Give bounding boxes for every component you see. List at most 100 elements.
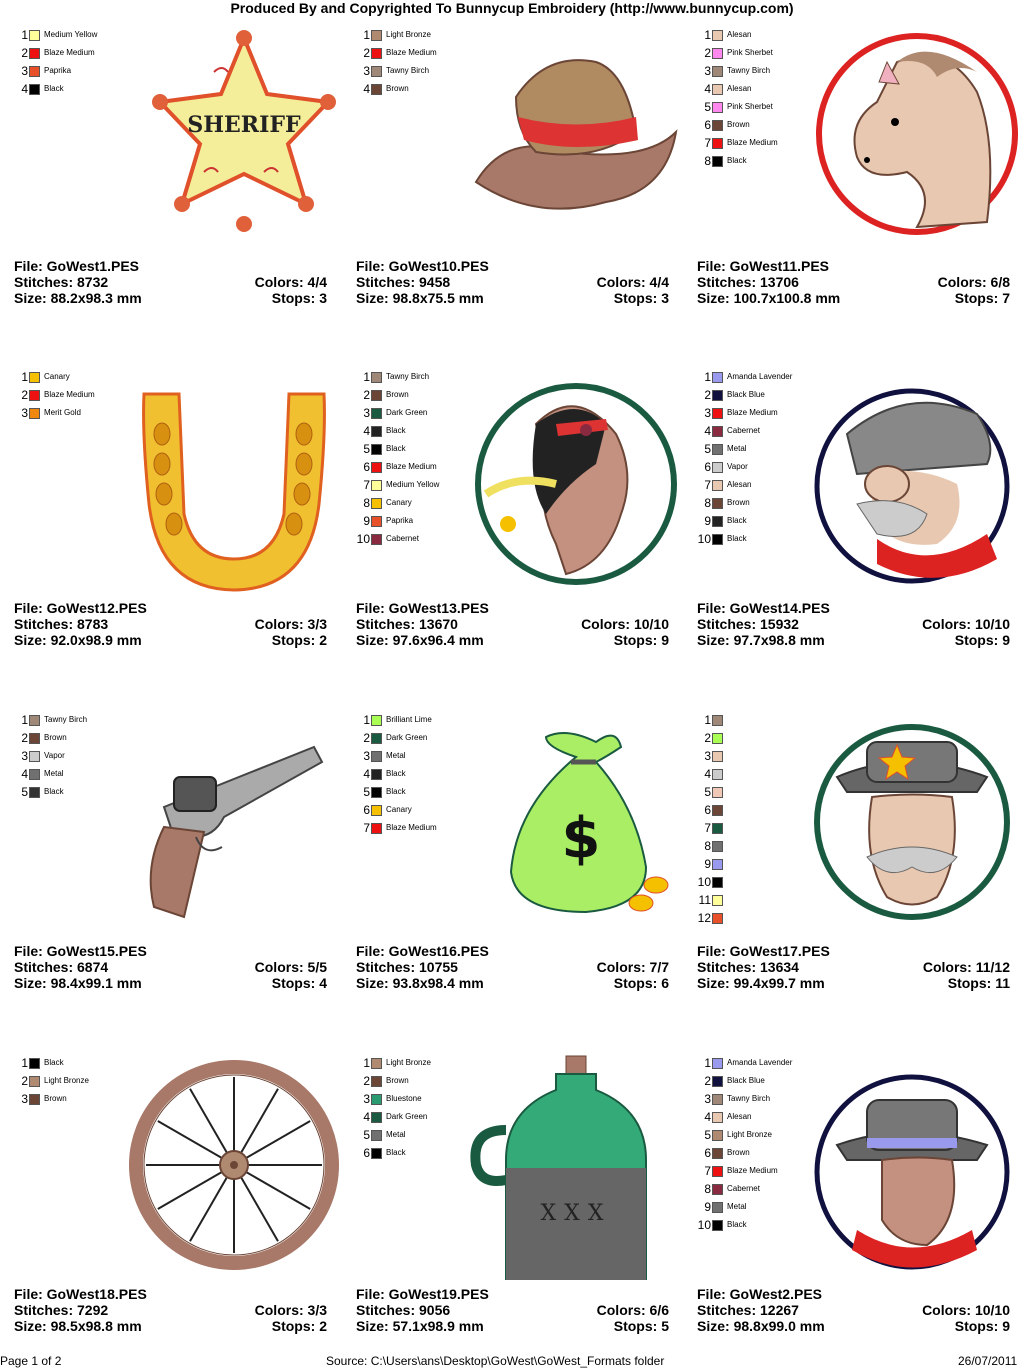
palette-number: 9 (363, 514, 370, 528)
color-name: Canary (386, 498, 412, 507)
color-swatch (371, 479, 382, 491)
palette-entry: 6 Brown (697, 1144, 792, 1162)
palette-entry: 1 Canary (14, 368, 95, 386)
palette-number: 2 (363, 388, 370, 402)
color-count: Colors: 3/3 (254, 1302, 327, 1318)
color-count: Colors: 3/3 (254, 616, 327, 632)
palette-entry: 2 Brown (14, 729, 87, 747)
color-swatch (371, 47, 382, 59)
palette-number: 2 (363, 46, 370, 60)
file-name: File: GoWest12.PES (14, 600, 147, 616)
stop-count: Stops: 9 (954, 1318, 1010, 1334)
palette-number: 9 (704, 514, 711, 528)
palette-entry: 5 Black (356, 783, 437, 801)
palette-number: 2 (704, 388, 711, 402)
palette-entry: 10 Black (697, 530, 792, 548)
stitch-count: Stitches: 6874 (14, 959, 109, 975)
palette-entry: 9 Paprika (356, 512, 439, 530)
color-count: Colors: 10/10 (922, 616, 1010, 632)
palette-number: 3 (363, 1092, 370, 1106)
palette-entry: 3 Blaze Medium (697, 404, 792, 422)
design-size: Size: 100.7x100.8 mm (697, 290, 841, 306)
palette-entry: 8 Black (697, 152, 778, 170)
badge-text: SHERIFF (187, 112, 301, 138)
palette-entry: 1 Tawny Birch (14, 711, 87, 729)
palette-number: 3 (21, 1092, 28, 1106)
color-name: Metal (727, 1202, 747, 1211)
stitch-count: Stitches: 10755 (356, 959, 458, 975)
palette-entry: 1 (697, 711, 727, 729)
color-swatch (712, 65, 723, 77)
design-size: Size: 57.1x98.9 mm (356, 1318, 484, 1334)
file-name: File: GoWest17.PES (697, 943, 830, 959)
palette-entry: 3 Bluestone (356, 1090, 431, 1108)
palette-entry: 2 Black Blue (697, 1072, 792, 1090)
color-name: Bluestone (386, 1094, 422, 1103)
palette-entry: 2 Dark Green (356, 729, 437, 747)
design-card: 1 2 3 4 5 6 7 8 9 10 11 12 File: GoWest17.PES Stitche… (697, 685, 1024, 1027)
palette-number: 2 (704, 1074, 711, 1088)
palette-entry: 4 Dark Green (356, 1108, 431, 1126)
color-palette: 1 Medium Yellow 2 Blaze Medium 3 Paprika 4 Blac… (14, 26, 97, 98)
color-swatch (712, 371, 723, 383)
color-name: Canary (44, 372, 70, 381)
file-name: File: GoWest18.PES (14, 1286, 147, 1302)
design-info: File: GoWest2.PES Stitches: 12267 Colors: … (697, 1286, 1010, 1334)
palette-number: 1 (704, 1056, 711, 1070)
color-name: Brown (44, 733, 67, 742)
file-name: File: GoWest13.PES (356, 600, 489, 616)
palette-entry: 1 Medium Yellow (14, 26, 97, 44)
palette-number: 8 (363, 496, 370, 510)
file-name: File: GoWest10.PES (356, 258, 489, 274)
palette-number: 5 (704, 442, 711, 456)
color-swatch (29, 714, 40, 726)
palette-number: 8 (704, 839, 711, 853)
stop-count: Stops: 7 (954, 290, 1010, 306)
palette-entry: 1 Light Bronze (356, 1054, 431, 1072)
color-name: Black (44, 84, 64, 93)
design-size: Size: 98.4x99.1 mm (14, 975, 142, 991)
file-name: File: GoWest16.PES (356, 943, 489, 959)
color-name: Tawny Birch (44, 715, 88, 724)
palette-entry: 1 Light Bronze (356, 26, 437, 44)
color-swatch (371, 822, 382, 834)
design-size: Size: 97.7x98.8 mm (697, 632, 825, 648)
palette-entry: 2 Pink Sherbet (697, 44, 778, 62)
palette-number: 4 (704, 1110, 711, 1124)
palette-entry: 6 Canary (356, 801, 437, 819)
native-portrait-icon (446, 364, 686, 594)
color-name: Light Bronze (44, 1076, 89, 1085)
stop-count: Stops: 6 (613, 975, 669, 991)
palette-number: 10 (356, 532, 370, 546)
color-name: Black (386, 1148, 406, 1157)
palette-number: 5 (704, 100, 711, 114)
color-name: Metal (44, 769, 64, 778)
color-swatch (371, 1057, 382, 1069)
stitch-count: Stitches: 8783 (14, 616, 109, 632)
color-palette: 1 Canary 2 Blaze Medium 3 Merit Gold (14, 368, 95, 422)
color-swatch (371, 371, 382, 383)
palette-number: 5 (363, 785, 370, 799)
stop-count: Stops: 3 (613, 290, 669, 306)
color-name: Brown (44, 1094, 67, 1103)
stitch-count: Stitches: 9056 (356, 1302, 451, 1318)
design-size: Size: 98.8x99.0 mm (697, 1318, 825, 1334)
color-swatch (29, 371, 40, 383)
palette-number: 5 (704, 1128, 711, 1142)
color-swatch (371, 750, 382, 762)
color-name: Black (386, 787, 406, 796)
color-swatch (712, 1129, 723, 1141)
color-name: Blaze Medium (727, 1166, 778, 1175)
palette-entry: 4 Alesan (697, 80, 778, 98)
color-swatch (29, 29, 40, 41)
color-swatch (712, 83, 723, 95)
palette-entry: 7 Alesan (697, 476, 792, 494)
color-palette: 1 Light Bronze 2 Blaze Medium 3 Tawny Birch 4 B… (356, 26, 437, 98)
design-card: 1 Brilliant Lime 2 Dark Green 3 Metal 4 Black 5 B… (356, 685, 686, 1027)
color-swatch (371, 497, 382, 509)
color-swatch (371, 425, 382, 437)
color-name: Brilliant Lime (386, 715, 432, 724)
palette-number: 6 (704, 118, 711, 132)
color-name: Pink Sherbet (727, 48, 773, 57)
palette-number: 8 (704, 496, 711, 510)
